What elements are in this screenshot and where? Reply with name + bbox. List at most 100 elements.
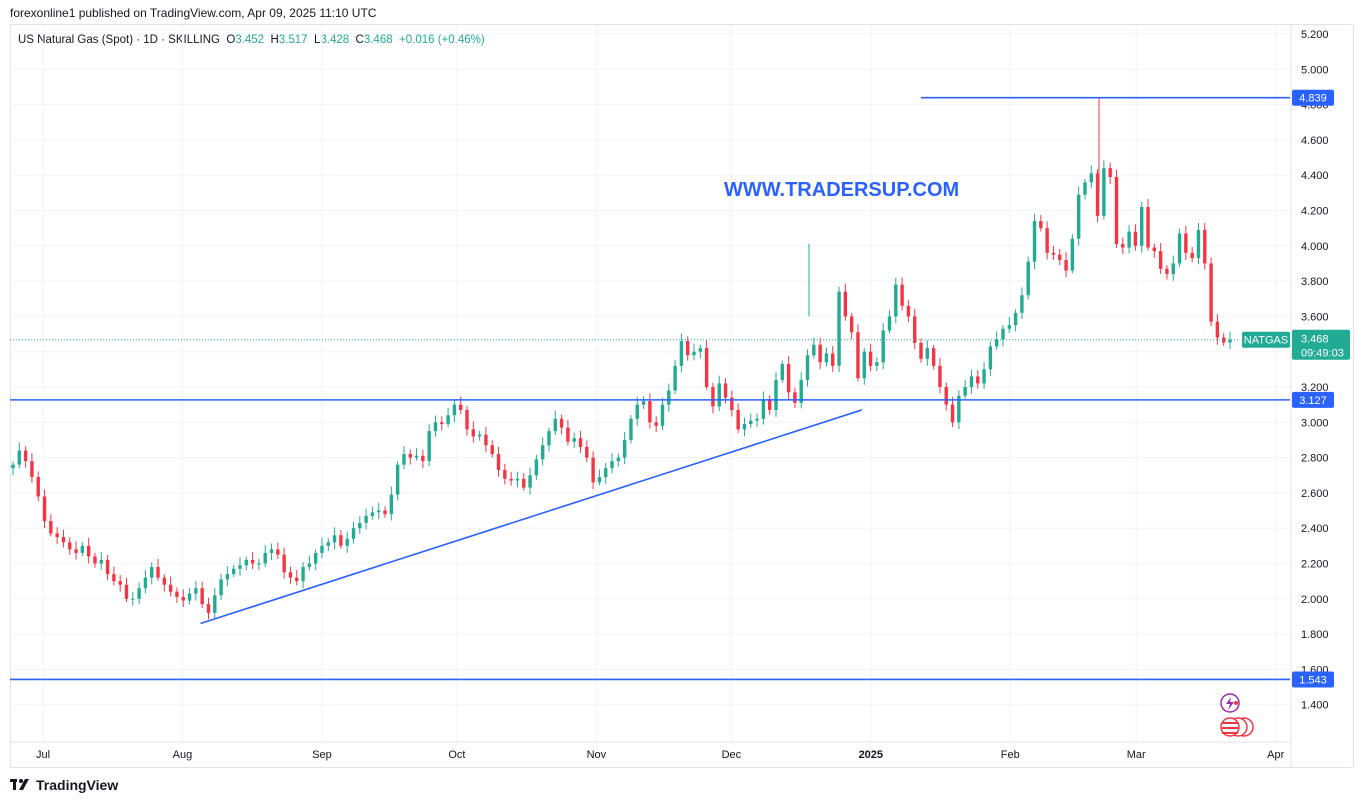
candle-body	[288, 572, 293, 578]
candle-body	[55, 533, 59, 538]
candle-body	[68, 542, 72, 550]
low-label: L	[313, 34, 321, 46]
candle-body	[1209, 263, 1213, 322]
y-tick-label: 2.000	[1301, 594, 1329, 606]
candle-body	[793, 392, 797, 403]
candle-body	[1114, 176, 1119, 245]
candle-body	[477, 434, 482, 437]
candle-body	[194, 588, 198, 594]
candle-body	[1140, 206, 1144, 246]
candle-body	[1215, 321, 1220, 338]
candle-body	[295, 577, 299, 582]
candle-body	[383, 510, 387, 515]
candle-body	[370, 512, 375, 516]
y-tick-label: 4.600	[1301, 135, 1329, 147]
candle-body	[1064, 259, 1068, 271]
candle-body	[459, 404, 463, 410]
candle-body	[358, 522, 362, 529]
candle-body	[1102, 168, 1106, 216]
candle-body	[913, 316, 917, 343]
level-price-tag	[1292, 671, 1334, 688]
candle-body	[1165, 268, 1169, 275]
close-label: C	[355, 34, 364, 46]
candle-body	[919, 342, 923, 359]
candle-body	[446, 415, 450, 425]
candle-body	[641, 401, 646, 405]
candle-body	[969, 376, 974, 387]
candle-body	[93, 556, 97, 564]
candle-body	[452, 404, 457, 416]
candle-body	[313, 552, 318, 564]
candle-body	[856, 332, 860, 379]
candle-body	[1039, 221, 1043, 229]
candle-body	[522, 478, 526, 488]
close-value: 3.468	[363, 34, 393, 46]
y-tick-label: 3.000	[1301, 417, 1329, 429]
ascending-trendline	[200, 409, 863, 625]
candle-body	[175, 591, 179, 598]
tradingview-footer[interactable]: TradingView	[10, 777, 118, 793]
candle-body	[868, 351, 873, 366]
candle-body	[887, 316, 892, 331]
candle-body	[528, 475, 532, 488]
candle-body	[824, 353, 829, 363]
candle-body	[17, 450, 22, 465]
candle-body	[837, 291, 841, 366]
symbol-tag	[1242, 331, 1290, 348]
y-tick-label: 1.400	[1301, 700, 1329, 712]
symbol-tag-label: NATGAS	[1244, 335, 1288, 347]
y-tick-label: 4.000	[1301, 241, 1329, 253]
candle-body	[534, 459, 539, 476]
candle-body	[957, 395, 961, 423]
candle-body	[162, 577, 167, 585]
candle-body	[1203, 229, 1207, 264]
candle-body	[849, 316, 854, 333]
candle-body	[755, 418, 759, 421]
tradingview-logo-icon	[10, 779, 29, 790]
x-tick-label: Apr	[1267, 749, 1284, 761]
candle-body	[1045, 228, 1049, 253]
y-tick-label: 3.600	[1301, 311, 1329, 323]
candle-body	[805, 355, 810, 380]
candle-body	[982, 369, 986, 384]
level-price-tag	[1292, 391, 1334, 408]
watermark-text: WWW.TRADERSUP.COM	[724, 179, 959, 201]
candle-body	[250, 559, 255, 564]
candle-body	[326, 542, 330, 546]
candle-body	[925, 348, 930, 359]
candle-body	[723, 383, 728, 398]
candle-body	[1026, 261, 1030, 296]
x-tick-label: Nov	[587, 749, 607, 761]
candle-body	[831, 353, 835, 366]
candle-body	[124, 584, 129, 599]
candle-body	[578, 438, 583, 448]
candle-body	[118, 581, 122, 585]
candle-body	[736, 409, 740, 430]
candle-body	[257, 563, 261, 565]
x-tick-label: Oct	[448, 749, 465, 761]
x-tick-label: Aug	[173, 749, 193, 761]
candle-body	[717, 383, 721, 407]
candle-body	[1196, 229, 1201, 259]
lightning-icon-dot	[1234, 701, 1238, 705]
level-price-label: 4.839	[1299, 93, 1327, 105]
candle-body	[490, 445, 494, 455]
bar-countdown: 09:49:03	[1301, 348, 1344, 360]
candle-body	[168, 584, 173, 592]
level-price-tag	[1292, 89, 1334, 106]
candle-body	[566, 427, 570, 442]
candle-body	[187, 593, 192, 601]
lightning-icon-bolt	[1226, 697, 1234, 710]
candle-body	[137, 588, 141, 599]
symbol-name[interactable]: US Natural Gas (Spot) · 1D · SKILLING	[18, 34, 220, 46]
high-value: 3.517	[278, 34, 308, 46]
candle-body	[774, 379, 778, 410]
candle-body	[389, 494, 394, 515]
candle-body	[875, 362, 879, 366]
candle-body	[1070, 238, 1075, 271]
candle-body	[950, 404, 955, 423]
last-price-value: 3.468	[1301, 334, 1329, 346]
candle-body	[862, 351, 866, 379]
y-tick-label: 4.400	[1301, 170, 1329, 182]
